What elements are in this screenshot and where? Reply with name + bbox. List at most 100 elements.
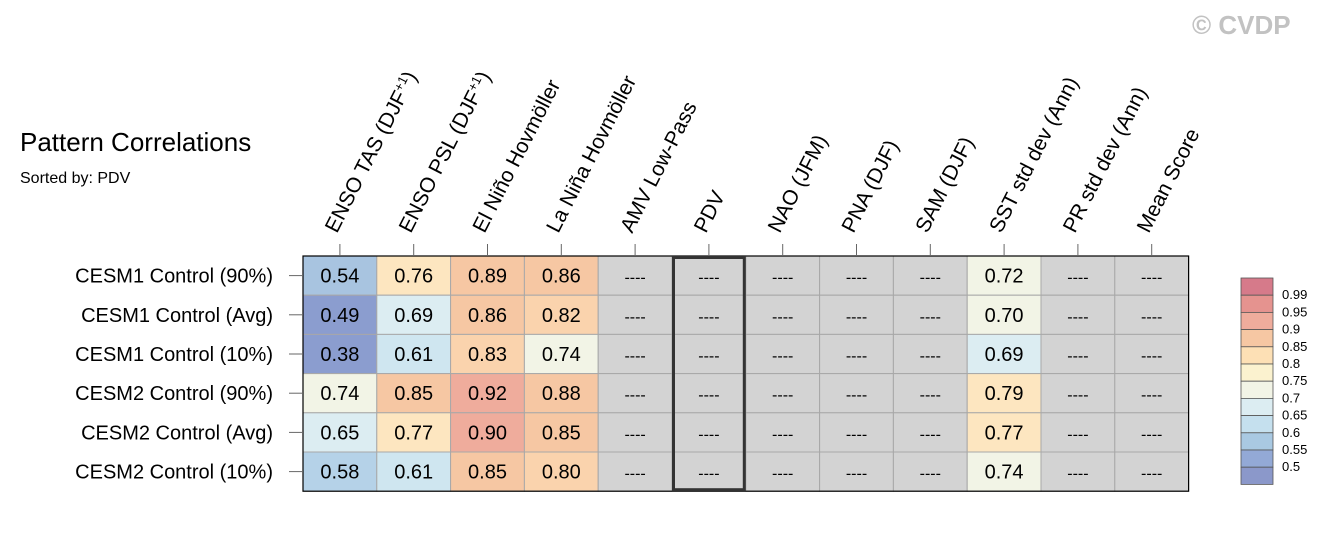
- row-label: CESM1 Control (90%): [75, 266, 273, 288]
- cell-value: ----: [698, 348, 719, 365]
- cell-value: 0.38: [320, 344, 359, 366]
- heatmap-cell: [1040, 451, 1116, 492]
- heatmap-cell: [671, 451, 747, 492]
- cell-value: ----: [772, 309, 793, 326]
- cell-value: 0.76: [394, 266, 433, 288]
- heatmap-cell: [745, 451, 821, 492]
- row-label: CESM1 Control (10%): [75, 344, 273, 366]
- heatmap-cell: [819, 255, 894, 296]
- cell-value: 0.74: [985, 462, 1024, 484]
- row-label: CESM2 Control (10%): [75, 462, 273, 484]
- cell-value: ----: [772, 387, 793, 404]
- cell-value: ----: [1067, 387, 1088, 404]
- heatmap-cell: [819, 412, 894, 453]
- heatmap-cell: [597, 294, 673, 335]
- cell-value: 0.89: [468, 266, 507, 288]
- colorbar-label: 0.6: [1282, 425, 1300, 440]
- watermark: © CVDP: [1192, 10, 1291, 40]
- colorbar-label: 0.75: [1282, 373, 1307, 388]
- heatmap-border: [302, 255, 1190, 492]
- cell-value: ----: [846, 466, 867, 483]
- cell-value: 0.85: [542, 422, 581, 444]
- heatmap-cell: [597, 412, 673, 453]
- heatmap-cell: [671, 294, 747, 335]
- row-label: CESM2 Control (Avg): [81, 422, 273, 444]
- colorbar-label: 0.55: [1282, 442, 1307, 457]
- cell-value: ----: [920, 309, 941, 326]
- heatmap-cell: [671, 412, 747, 453]
- cell-value: 0.86: [468, 305, 507, 327]
- cell-value: 0.49: [320, 305, 359, 327]
- cell-value: ----: [1141, 426, 1162, 443]
- cell-value: 0.77: [394, 422, 433, 444]
- colorbar-label: 0.85: [1282, 339, 1307, 354]
- heatmap-cell: [966, 333, 1042, 375]
- colorbar-label: 0.8: [1282, 356, 1300, 371]
- heatmap-cell: [966, 412, 1042, 453]
- colorbar-segment: [1240, 311, 1274, 330]
- colorbar-segment: [1240, 415, 1274, 434]
- heatmap-cell: [376, 451, 452, 492]
- colorbar-segment: [1240, 329, 1274, 348]
- column-label: NAO (JFM): [764, 131, 833, 236]
- column-label: Mean Score: [1133, 125, 1205, 236]
- heatmap-cell: [302, 333, 378, 375]
- cell-value: ----: [624, 309, 645, 326]
- cell-value: ----: [698, 270, 719, 287]
- heatmap-cell: [1114, 333, 1190, 375]
- highlighted-column-box: [672, 256, 746, 492]
- cell-value: ----: [1141, 348, 1162, 365]
- cell-value: ----: [846, 270, 867, 287]
- cell-value: ----: [846, 309, 867, 326]
- cell-value: 0.88: [542, 383, 581, 405]
- cell-value: 0.85: [468, 462, 507, 484]
- cell-value: 0.70: [985, 305, 1024, 327]
- heatmap-cell: [819, 451, 894, 492]
- cell-value: 0.69: [394, 305, 433, 327]
- chart-subtitle: Sorted by: PDV: [20, 170, 131, 187]
- column-label: PNA (DJF): [837, 136, 903, 236]
- cell-value: ----: [920, 426, 941, 443]
- cell-value: ----: [772, 270, 793, 287]
- heatmap-cell: [302, 412, 378, 453]
- cell-value: 0.54: [320, 266, 359, 288]
- colorbar-label: 0.95: [1282, 304, 1307, 319]
- cell-value: 0.83: [468, 344, 507, 366]
- heatmap-cell: [966, 451, 1042, 492]
- colorbar-segment: [1240, 466, 1274, 485]
- colorbar-label: 0.7: [1282, 390, 1300, 405]
- cell-value: 0.72: [985, 266, 1024, 288]
- colorbar-segment: [1240, 363, 1274, 382]
- column-label: SAM (DJF): [911, 133, 979, 236]
- heatmap-cell: [523, 451, 599, 492]
- cell-value: 0.74: [542, 344, 581, 366]
- cell-value: ----: [624, 387, 645, 404]
- cell-value: 0.85: [394, 383, 433, 405]
- cell-value: ----: [624, 426, 645, 443]
- cell-value: ----: [1067, 426, 1088, 443]
- cell-value: ----: [846, 387, 867, 404]
- heatmap-cell: [1040, 412, 1116, 453]
- column-label: AMV Low-Pass: [616, 98, 702, 236]
- heatmap-cell: [302, 294, 378, 335]
- cell-value: 0.80: [542, 462, 581, 484]
- heatmap-cell: [745, 373, 821, 414]
- heatmap-cell: [892, 451, 968, 492]
- colorbar-segment: [1240, 397, 1274, 416]
- cell-value: 0.86: [542, 266, 581, 288]
- cell-value: ----: [1067, 348, 1088, 365]
- cell-value: 0.58: [320, 462, 359, 484]
- colorbar-label: 0.99: [1282, 287, 1307, 302]
- heatmap-cell: [671, 373, 747, 414]
- heatmap-cell: [1040, 255, 1116, 296]
- cell-value: ----: [1141, 270, 1162, 287]
- cell-value: ----: [846, 348, 867, 365]
- heatmap-cell: [523, 412, 599, 453]
- cell-value: ----: [772, 426, 793, 443]
- cell-value: ----: [1141, 387, 1162, 404]
- cell-value: 0.74: [320, 383, 359, 405]
- cell-value: 0.61: [394, 344, 433, 366]
- cell-value: ----: [920, 387, 941, 404]
- heatmap-cell: [1114, 412, 1190, 453]
- cell-value: 0.82: [542, 305, 581, 327]
